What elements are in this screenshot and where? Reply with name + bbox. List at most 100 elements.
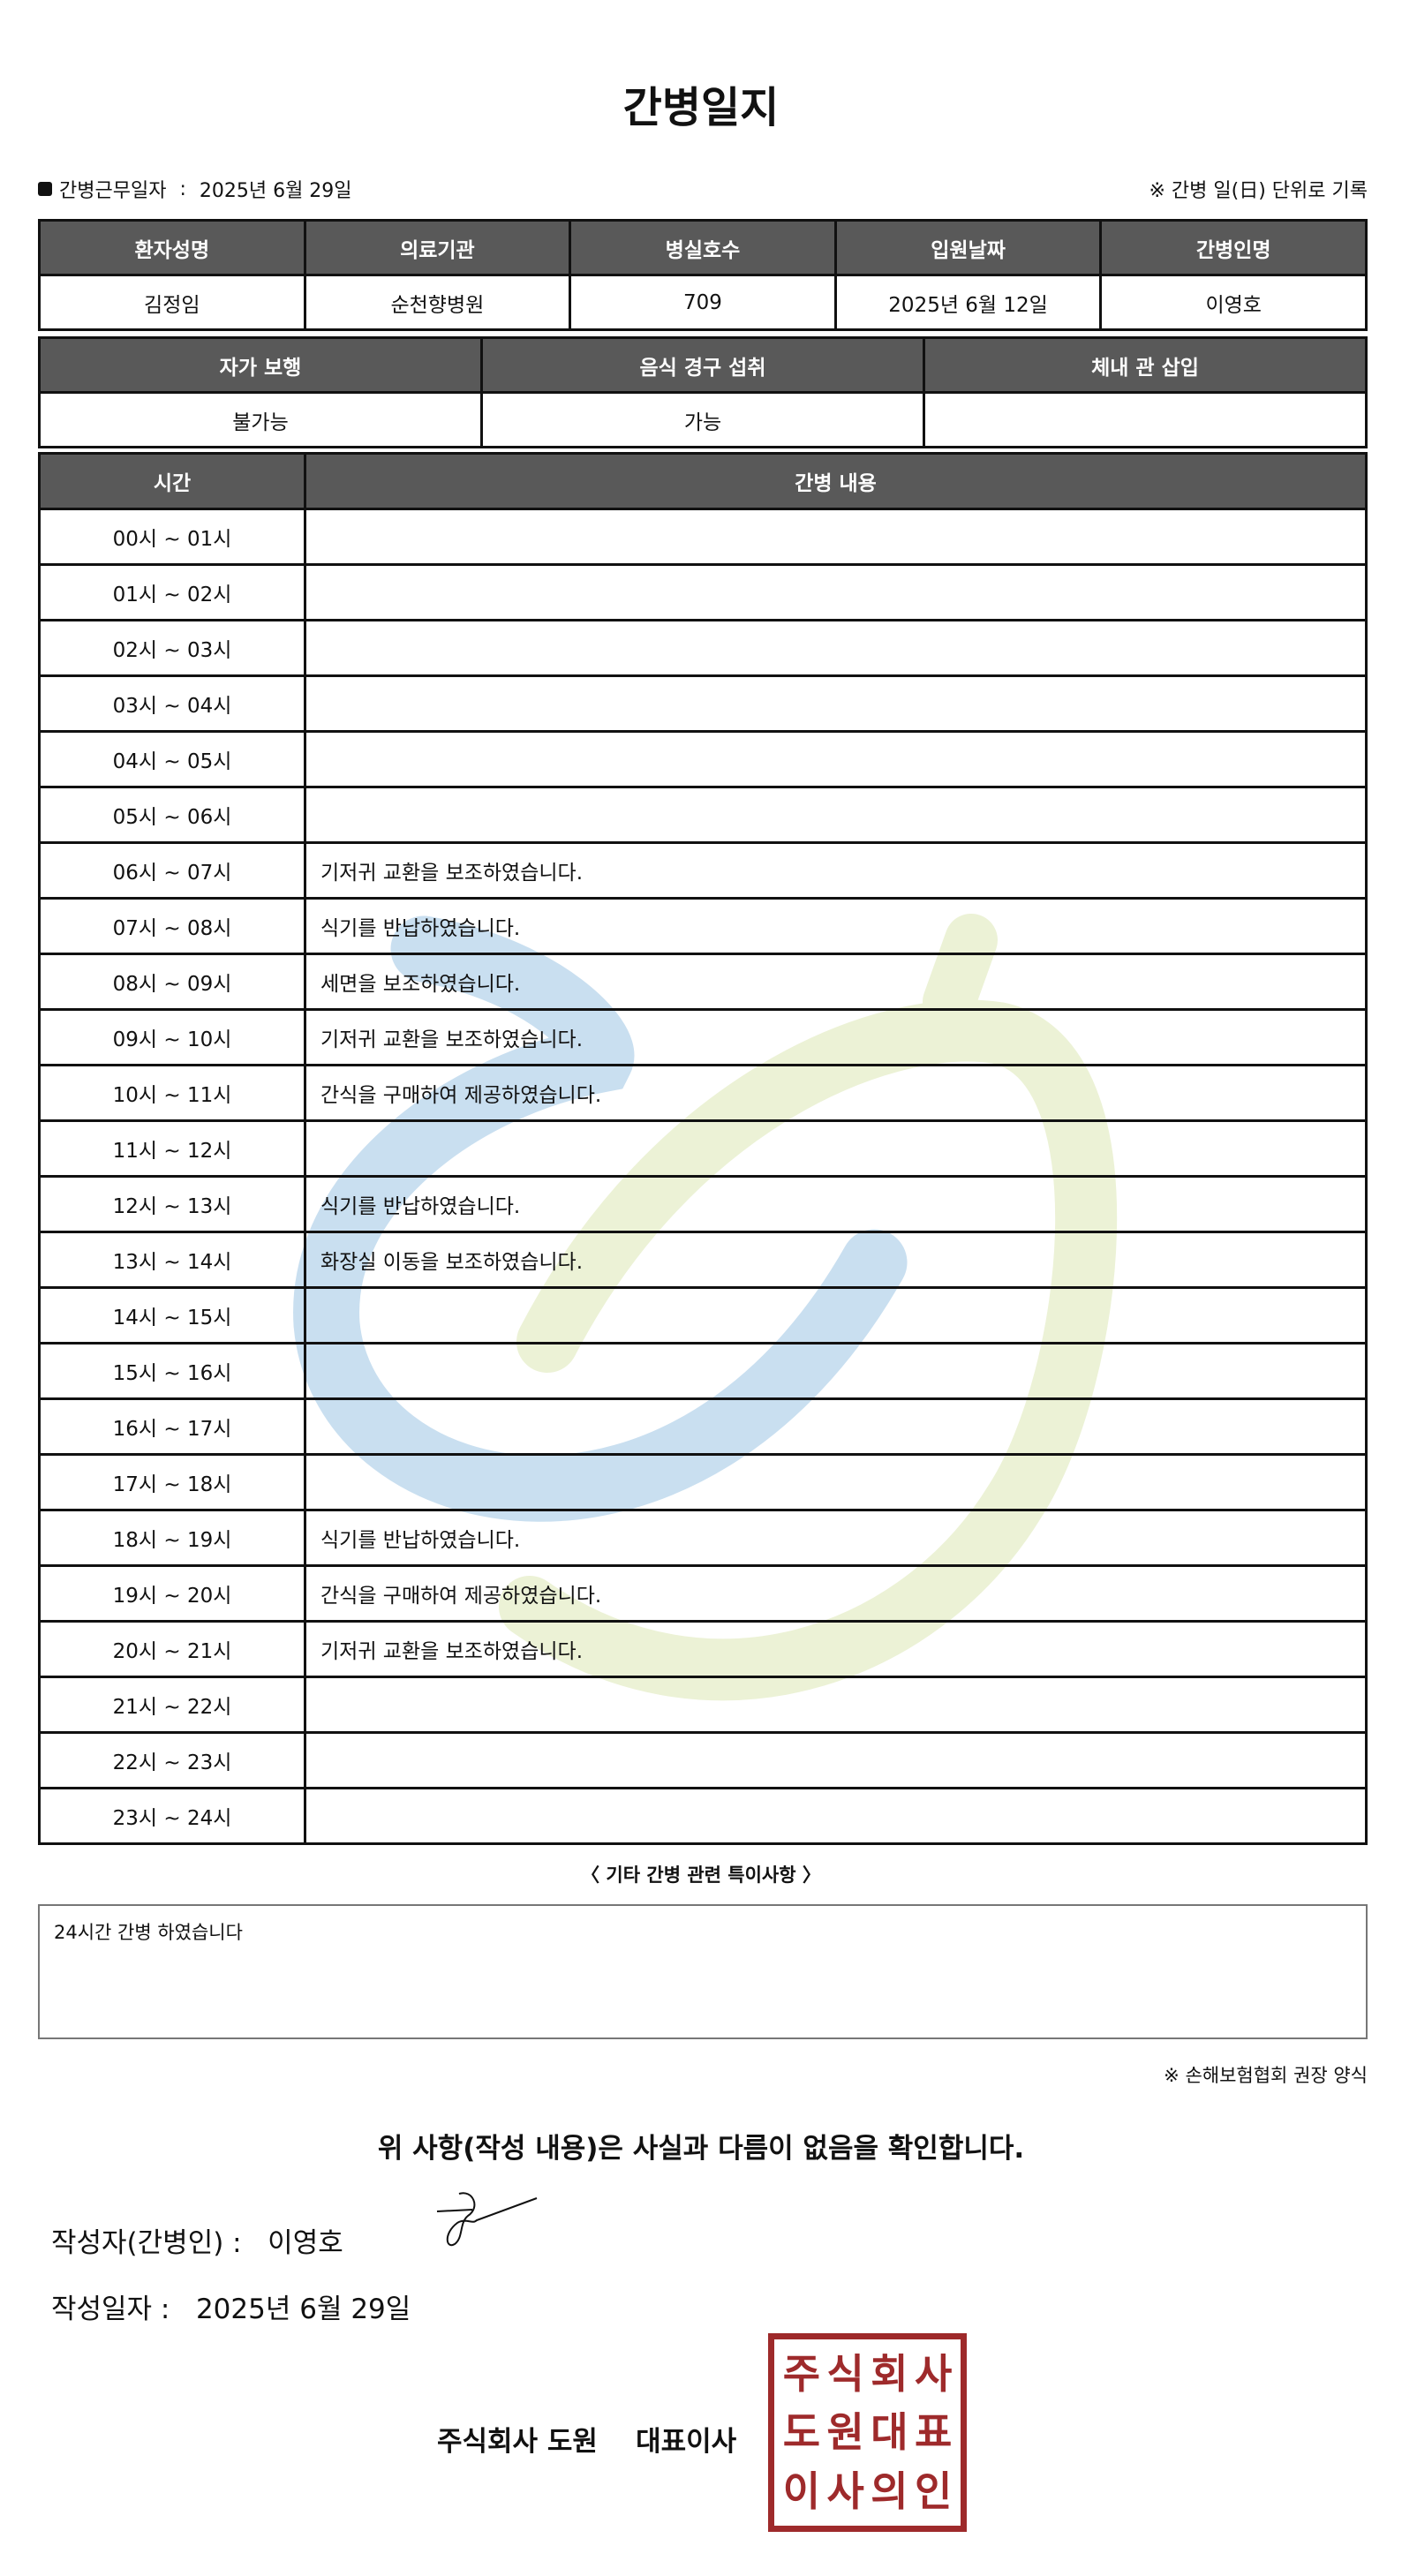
log-content: [304, 1286, 1368, 1344]
stamp-char: 표: [914, 2408, 953, 2457]
log-content: [304, 1787, 1368, 1845]
stamp-char: 대: [871, 2408, 908, 2457]
log-time: 01시 ~ 02시: [38, 563, 306, 621]
log-time: 12시 ~ 13시: [38, 1175, 306, 1233]
header-content: 간병 내용: [304, 452, 1368, 510]
log-row: 10시 ~ 11시 간식을 구매하여 제공하였습니다.: [38, 1064, 1368, 1122]
log-content: 식기를 반납하였습니다.: [304, 897, 1368, 955]
log-time: 08시 ~ 09시: [38, 953, 306, 1011]
log-content: [304, 563, 1368, 621]
log-content: 기저귀 교환을 보조하였습니다.: [304, 1620, 1368, 1678]
log-row: 07시 ~ 08시 식기를 반납하였습니다.: [38, 897, 1368, 955]
log-content: [304, 1342, 1368, 1400]
writer-label: 작성자(간병인) :: [51, 2227, 242, 2259]
log-row: 13시 ~ 14시 화장실 이동을 보조하였습니다.: [38, 1231, 1368, 1289]
stamp-char: 사: [914, 2350, 953, 2399]
log-row: 15시 ~ 16시: [38, 1342, 1368, 1400]
log-row: 01시 ~ 02시: [38, 563, 1368, 621]
log-row: 20시 ~ 21시 기저귀 교환을 보조하였습니다.: [38, 1620, 1368, 1678]
care-log-table: 시간 간병 내용 00시 ~ 01시 01시 ~ 02시 02시 ~ 03시 03시 ~…: [38, 452, 1368, 1845]
log-time: 00시 ~ 01시: [38, 508, 306, 566]
log-time: 20시 ~ 21시: [38, 1620, 306, 1678]
header-cell: 입원날짜: [833, 219, 1103, 276]
stamp-char: 주: [782, 2350, 821, 2399]
log-row: 14시 ~ 15시: [38, 1286, 1368, 1344]
log-row: 18시 ~ 19시 식기를 반납하였습니다.: [38, 1509, 1368, 1567]
header-cell: 간병인명: [1099, 219, 1368, 276]
log-time: 22시 ~ 23시: [38, 1731, 306, 1789]
header-cell: 음식 경구 섭취: [480, 336, 925, 394]
patient-name: 김정임: [38, 274, 306, 331]
oral-intake: 가능: [480, 391, 925, 448]
log-row: 11시 ~ 12시: [38, 1119, 1368, 1178]
stamp-char: 인: [914, 2467, 953, 2515]
write-date-value: 2025년 6월 29일: [195, 2294, 411, 2325]
log-time: 16시 ~ 17시: [38, 1397, 306, 1456]
log-row: 12시 ~ 13시 식기를 반납하였습니다.: [38, 1175, 1368, 1233]
colon: :: [173, 177, 192, 200]
stamp-char: 원: [826, 2408, 864, 2457]
log-row: 02시 ~ 03시: [38, 619, 1368, 677]
log-row: 16시 ~ 17시: [38, 1397, 1368, 1456]
log-row: 09시 ~ 10시 기저귀 교환을 보조하였습니다.: [38, 1008, 1368, 1066]
log-content: 기저귀 교환을 보조하였습니다.: [304, 1008, 1368, 1066]
log-content: 간식을 구매하여 제공하였습니다.: [304, 1064, 1368, 1122]
log-time: 02시 ~ 03시: [38, 619, 306, 677]
write-date-line: 작성일자 : 2025년 6월 29일: [51, 2286, 411, 2326]
write-date-label: 작성일자 :: [51, 2294, 170, 2325]
page-title: 간병일지: [622, 83, 780, 132]
log-row: 05시 ~ 06시: [38, 786, 1368, 844]
log-row: 17시 ~ 18시: [38, 1453, 1368, 1511]
log-content: 화장실 이동을 보조하였습니다.: [304, 1231, 1368, 1289]
caregiver-name: 이영호: [1099, 274, 1368, 331]
log-content: [304, 1397, 1368, 1456]
log-content: [304, 1119, 1368, 1178]
bullet-icon: [38, 182, 52, 196]
work-date-label: 간병근무일자: [59, 180, 167, 202]
work-date: 간병근무일자 : 2025년 6월 29일: [38, 175, 352, 203]
log-content: [304, 786, 1368, 844]
log-time: 14시 ~ 15시: [38, 1286, 306, 1344]
log-content: 세면을 보조하였습니다.: [304, 953, 1368, 1011]
header-cell: 체내 관 삽입: [923, 336, 1368, 394]
log-content: [304, 1731, 1368, 1789]
footnote: ※ 손해보험협회 권장 양식: [1164, 2065, 1368, 2086]
log-row: 21시 ~ 22시: [38, 1676, 1368, 1734]
log-time: 17시 ~ 18시: [38, 1453, 306, 1511]
header-cell: 의료기관: [303, 219, 572, 276]
log-time: 07시 ~ 08시: [38, 897, 306, 955]
header-time: 시간: [38, 452, 306, 510]
stamp-char: 사: [826, 2467, 864, 2515]
writer-line: 작성자(간병인) : 이영호: [51, 2220, 343, 2260]
log-content: 간식을 구매하여 제공하였습니다.: [304, 1564, 1368, 1623]
stamp-char: 의: [871, 2467, 908, 2515]
header-cell: 자가 보행: [38, 336, 483, 394]
room-number: 709: [569, 274, 837, 331]
admission-date: 2025년 6월 12일: [833, 274, 1103, 331]
log-content: [304, 508, 1368, 566]
log-row: 22시 ~ 23시: [38, 1731, 1368, 1789]
work-date-value: 2025년 6월 29일: [199, 180, 352, 202]
log-content: [304, 619, 1368, 677]
header-cell: 병실호수: [569, 219, 837, 276]
log-time: 10시 ~ 11시: [38, 1064, 306, 1122]
signature: [436, 2192, 538, 2247]
notes-box: 24시간 간병 하였습니다: [38, 1904, 1368, 2039]
log-row: 06시 ~ 07시 기저귀 교환을 보조하였습니다.: [38, 841, 1368, 900]
log-time: 06시 ~ 07시: [38, 841, 306, 900]
patient-status-table: 자가 보행 음식 경구 섭취 체내 관 삽입 불가능 가능: [38, 336, 1368, 448]
log-row: 00시 ~ 01시: [38, 508, 1368, 566]
log-time: 11시 ~ 12시: [38, 1119, 306, 1178]
log-row: 19시 ~ 20시 간식을 구매하여 제공하였습니다.: [38, 1564, 1368, 1623]
log-content: 식기를 반납하였습니다.: [304, 1509, 1368, 1567]
log-time: 13시 ~ 14시: [38, 1231, 306, 1289]
tube-insertion: [923, 391, 1368, 448]
log-row: 03시 ~ 04시: [38, 674, 1368, 733]
log-time: 21시 ~ 22시: [38, 1676, 306, 1734]
self-walking: 불가능: [38, 391, 483, 448]
hospital: 순천향병원: [303, 274, 572, 331]
log-time: 03시 ~ 04시: [38, 674, 306, 733]
log-row: 04시 ~ 05시: [38, 730, 1368, 788]
log-content: 기저귀 교환을 보조하였습니다.: [304, 841, 1368, 900]
